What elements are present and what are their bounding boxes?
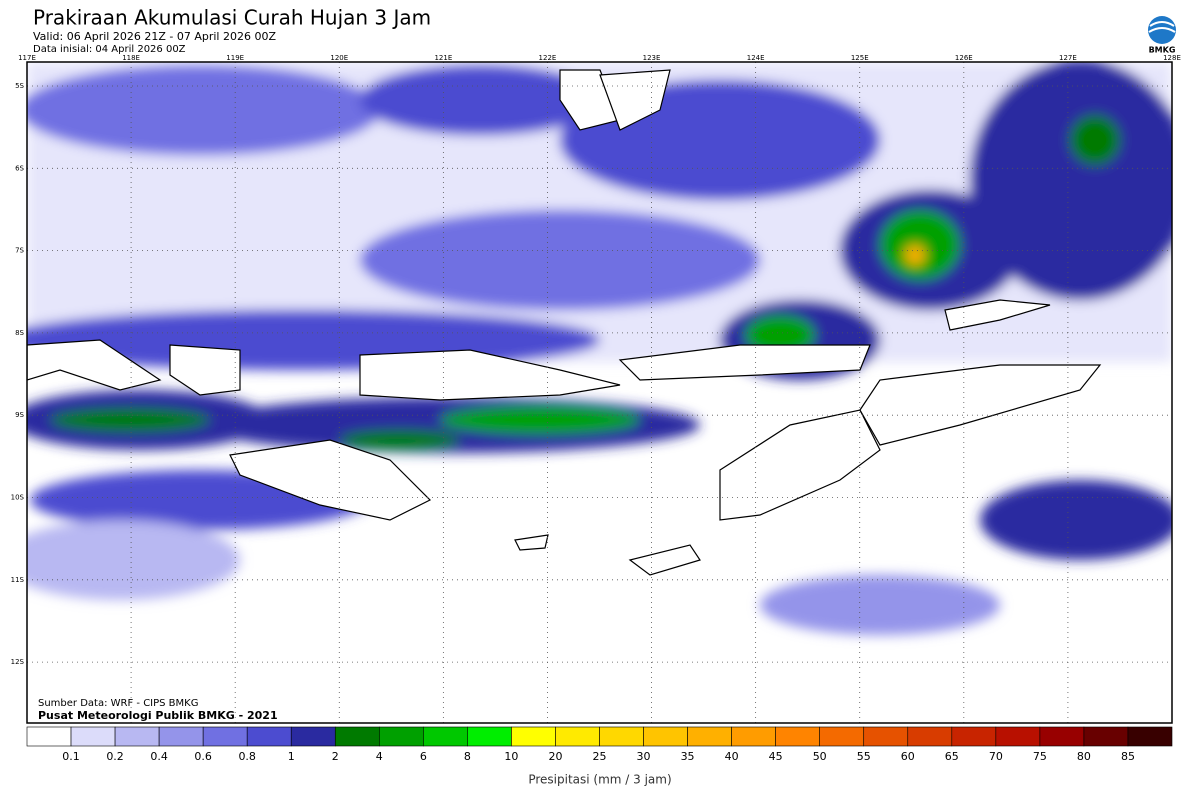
colorbar-tick-label: 6 (420, 750, 427, 763)
lat-label: 9S (15, 411, 24, 419)
lon-label: 127E (1059, 54, 1077, 62)
colorbar-swatch (555, 726, 600, 747)
colorbar-tick-label: 60 (901, 750, 915, 763)
colorbar-tick-label: 25 (593, 750, 607, 763)
colorbar-swatch (1039, 726, 1085, 747)
colorbar-swatch (70, 726, 116, 747)
lon-label: 124E (747, 54, 765, 62)
colorbar-tick-label: 0.2 (106, 750, 124, 763)
colorbar-tick-label: 8 (464, 750, 471, 763)
colorbar-swatch (511, 726, 556, 747)
colorbar-tick-label: 75 (1033, 750, 1047, 763)
colorbar-tick-label: 20 (548, 750, 562, 763)
source-note: Sumber Data: WRF - CIPS BMKG (38, 698, 198, 709)
colorbar-swatch (26, 726, 72, 747)
colorbar-swatch (731, 726, 776, 747)
colorbar-tick-label: 65 (945, 750, 959, 763)
lon-label: 118E (122, 54, 140, 62)
colorbar-tick-label: 0.1 (62, 750, 80, 763)
colorbar-swatch (246, 726, 292, 747)
lon-label: 120E (330, 54, 348, 62)
colorbar-swatch (687, 726, 732, 747)
lat-label: 5S (15, 82, 24, 90)
lat-label: 6S (15, 164, 24, 172)
colorbar-tick-label: 1 (288, 750, 295, 763)
lat-label: 12S (11, 658, 25, 666)
colorbar-tick-label: 55 (857, 750, 871, 763)
colorbar: 0.1 0.2 0.4 0.6 0.8 1 2 4 6 8 10 20 25 30 35 40 45 50 55 60… (26, 726, 1173, 763)
colorbar-swatch (1127, 726, 1173, 747)
rain-field (27, 62, 1172, 635)
colorbar-swatch (158, 726, 204, 747)
lat-label: 10S (11, 494, 25, 502)
colorbar-tick-label: 2 (332, 750, 339, 763)
colorbar-label: Presipitasi (mm / 3 jam) (528, 773, 671, 787)
valid-time: Valid: 06 April 2026 21Z - 07 April 2026… (33, 30, 276, 43)
lat-label: 7S (15, 247, 24, 255)
colorbar-swatch (114, 726, 160, 747)
initial-time: Data inisial: 04 April 2026 00Z (33, 44, 186, 55)
colorbar-swatch (863, 726, 909, 747)
lon-label: 125E (851, 54, 869, 62)
colorbar-swatch (1083, 726, 1129, 747)
credit-note: Pusat Meteorologi Publik BMKG - 2021 (38, 709, 278, 722)
colorbar-swatch (951, 726, 997, 747)
logo-text: BMKG (1149, 46, 1176, 55)
colorbar-swatch (643, 726, 688, 747)
colorbar-tick-label: 40 (725, 750, 739, 763)
colorbar-tick-label: 85 (1121, 750, 1135, 763)
colorbar-swatch (467, 726, 512, 747)
colorbar-tick-label: 0.6 (194, 750, 212, 763)
lon-label: 117E (18, 54, 36, 62)
colorbar-swatch (290, 726, 336, 747)
lat-label: 8S (15, 329, 24, 337)
colorbar-tick-label: 30 (637, 750, 651, 763)
colorbar-tick-label: 50 (813, 750, 827, 763)
colorbar-tick-label: 45 (769, 750, 783, 763)
title: Prakiraan Akumulasi Curah Hujan 3 Jam (33, 6, 431, 30)
colorbar-swatch (907, 726, 953, 747)
map-frame (26, 61, 1173, 724)
lon-label: 122E (539, 54, 557, 62)
colorbar-swatch (819, 726, 865, 747)
colorbar-tick-label: 4 (376, 750, 383, 763)
colorbar-swatch (379, 726, 424, 747)
bmkg-logo: BMKG (1148, 16, 1176, 55)
colorbar-tick-label: 80 (1077, 750, 1091, 763)
colorbar-tick-label: 35 (681, 750, 695, 763)
lon-label: 123E (643, 54, 661, 62)
lon-label: 126E (955, 54, 973, 62)
colorbar-swatch (423, 726, 468, 747)
lat-label: 11S (11, 576, 25, 584)
colorbar-tick-label: 70 (989, 750, 1003, 763)
graticule: 117E 118E 119E 120E 121E 122E 123E 124E 125E 126E… (11, 54, 1181, 723)
lon-label: 121E (434, 54, 452, 62)
colorbar-swatch (334, 726, 380, 747)
lon-label: 119E (226, 54, 244, 62)
colorbar-tick-label: 10 (504, 750, 518, 763)
colorbar-swatch (202, 726, 248, 747)
colorbar-tick-label: 0.8 (238, 750, 256, 763)
colorbar-swatch (599, 726, 644, 747)
colorbar-tick-label: 0.4 (150, 750, 168, 763)
lon-label: 128E (1163, 54, 1181, 62)
colorbar-swatch (775, 726, 820, 747)
colorbar-swatch (995, 726, 1041, 747)
